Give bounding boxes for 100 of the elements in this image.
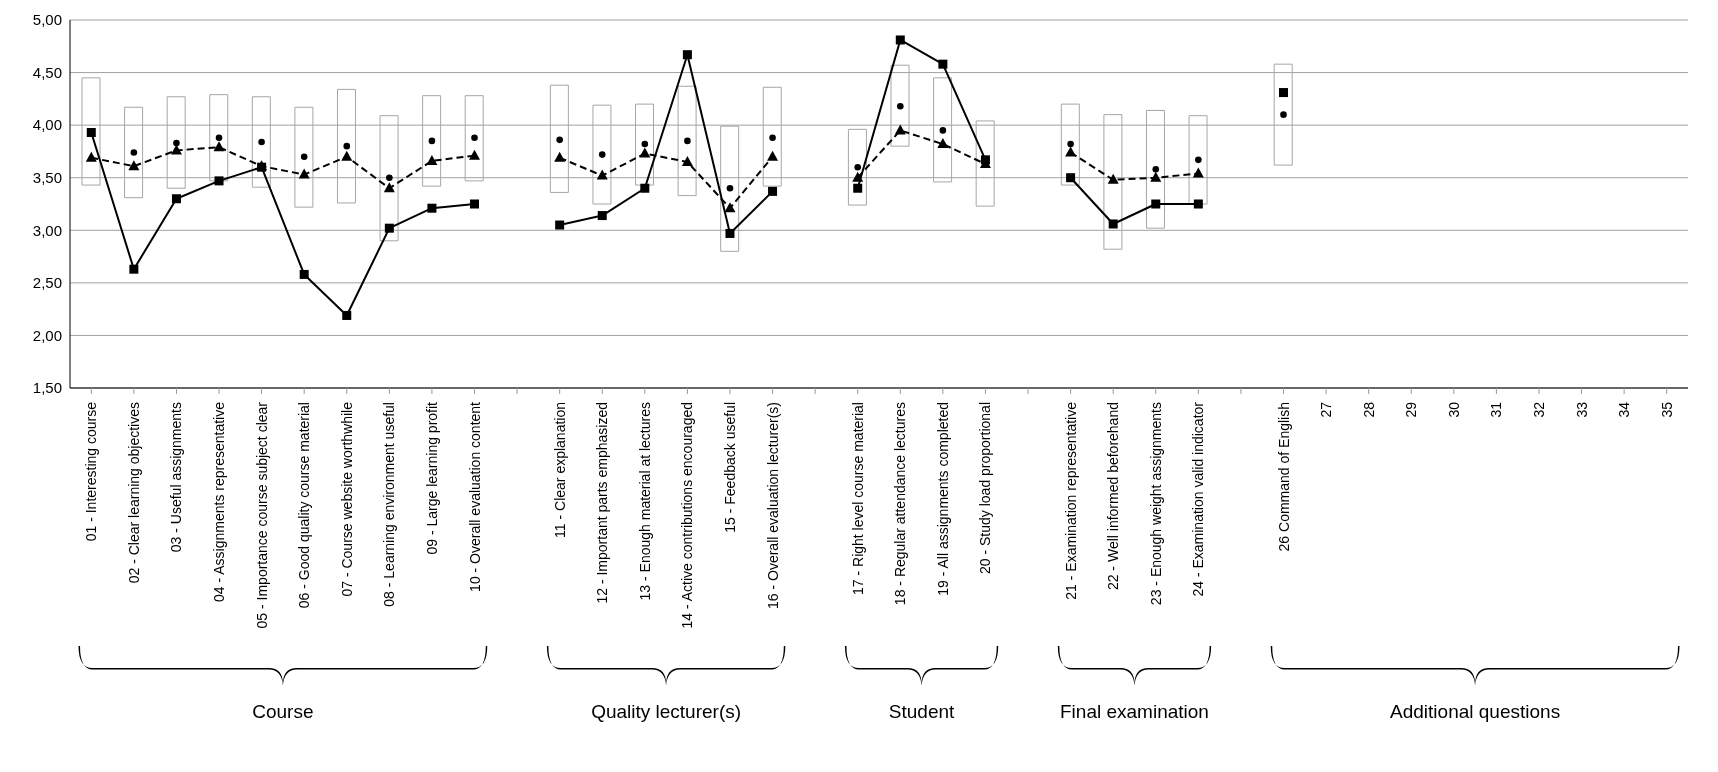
x-tick-label: 14 - Active contributions encouraged <box>679 402 696 629</box>
x-tick-label: 24 - Examination valid indicator <box>1190 401 1207 597</box>
y-tick-label: 1,50 <box>32 379 62 397</box>
x-tick-label: 03 - Useful assignments <box>168 402 185 553</box>
point <box>1066 173 1076 183</box>
point <box>383 182 395 193</box>
point <box>767 150 779 161</box>
point <box>1280 111 1287 118</box>
point <box>214 176 224 186</box>
text: Quality lecturer(s) <box>591 701 742 722</box>
point <box>556 136 563 144</box>
point <box>129 264 139 274</box>
point <box>128 160 140 171</box>
x-tick-label: 16 - Overall evaluation lecturer(s) <box>764 402 781 609</box>
x-tick-label: 08 - Learning environment useful <box>381 402 398 607</box>
x-tick-label: 17 - Right level course material <box>849 402 866 595</box>
point <box>939 127 947 134</box>
text: Final examination <box>1060 701 1209 722</box>
point <box>342 310 352 320</box>
point <box>598 151 606 158</box>
point <box>300 153 308 160</box>
y-tick-label: 4,00 <box>32 116 62 134</box>
text: Course <box>252 701 314 722</box>
point <box>427 203 437 213</box>
x-tick-label: 28 <box>1360 401 1377 418</box>
point <box>215 134 223 142</box>
point <box>1067 140 1074 148</box>
point <box>1152 166 1160 173</box>
point <box>1192 167 1204 178</box>
point <box>684 137 691 145</box>
x-tick-label: 05 - Importance course subject clear <box>253 401 270 629</box>
point <box>1279 88 1288 98</box>
x-tick-label: 02 - Clear learning objectives <box>125 402 142 584</box>
x-tick-label: 35 <box>1658 401 1675 418</box>
point <box>428 137 436 145</box>
point <box>258 138 265 146</box>
point <box>852 171 864 182</box>
point <box>130 149 138 156</box>
point <box>469 149 480 160</box>
point <box>853 183 863 193</box>
y-tick-label: 4,50 <box>32 63 62 81</box>
y-tick-label: 5,00 <box>32 11 62 29</box>
point <box>854 163 862 171</box>
x-tick-label: 33 <box>1573 401 1590 418</box>
point <box>769 134 776 142</box>
x-tick-label: 22 - Well informed beforehand <box>1105 402 1122 591</box>
y-tick-label: 2,50 <box>32 274 62 292</box>
point <box>1108 219 1118 229</box>
point <box>768 186 778 196</box>
x-tick-label: 20 - Study load proportional <box>977 402 994 574</box>
point <box>896 102 904 110</box>
point <box>555 220 565 230</box>
x-tick-label: 13 - Enough material at lectures <box>636 402 653 601</box>
point <box>471 134 478 142</box>
point <box>1151 199 1161 209</box>
point <box>86 128 96 137</box>
x-tick-label: 07 - Course website worthwhile <box>338 401 355 597</box>
x-tick-label: 31 <box>1488 401 1505 418</box>
point <box>681 155 693 166</box>
text: Additional questions <box>1390 701 1561 722</box>
point <box>1107 173 1119 184</box>
point <box>554 151 566 162</box>
point <box>470 199 479 209</box>
point <box>639 147 651 158</box>
point <box>85 151 97 162</box>
point <box>938 59 948 69</box>
point <box>596 169 608 180</box>
text: Student <box>888 701 956 722</box>
point <box>895 35 905 45</box>
y-tick-label: 2,00 <box>32 326 62 344</box>
x-tick-label: 01 - Interesting course <box>83 401 100 542</box>
y-tick-label: 3,00 <box>32 221 62 239</box>
x-tick-label: 23 - Enough weight assignments <box>1147 402 1164 606</box>
x-tick-label: 34 <box>1616 401 1633 418</box>
x-tick-label: 15 - Feedback useful <box>721 402 738 533</box>
point <box>1150 171 1162 182</box>
x-tick-label: 27 <box>1318 401 1335 418</box>
x-tick-label: 32 <box>1530 401 1547 418</box>
point <box>894 124 906 135</box>
x-tick-label: 19 - All assignments completed <box>934 402 951 596</box>
point <box>1195 156 1202 164</box>
x-tick-label: 21 - Examination representative <box>1062 401 1079 600</box>
x-tick-label: 06 - Good quality course material <box>296 402 313 609</box>
x-tick-label: 18 - Regular attendance lectures <box>892 402 909 606</box>
point <box>640 183 650 193</box>
x-tick-label: 09 - Large learning profit <box>423 401 440 555</box>
point <box>1193 199 1203 209</box>
x-tick-label: 26 Command of English <box>1275 402 1292 552</box>
x-tick-label: 12 - Important parts emphasized <box>594 402 611 604</box>
point <box>213 141 225 152</box>
x-tick-label: 10 - Overall evaluation content <box>466 401 483 592</box>
point <box>299 269 309 279</box>
point <box>171 194 181 204</box>
x-tick-label: 11 - Clear explanation <box>551 402 568 538</box>
x-tick-label: 04 - Assignments representative <box>211 401 228 602</box>
point <box>682 50 692 60</box>
point <box>1065 146 1077 157</box>
point <box>384 223 394 233</box>
point <box>726 184 734 192</box>
point <box>937 138 949 149</box>
